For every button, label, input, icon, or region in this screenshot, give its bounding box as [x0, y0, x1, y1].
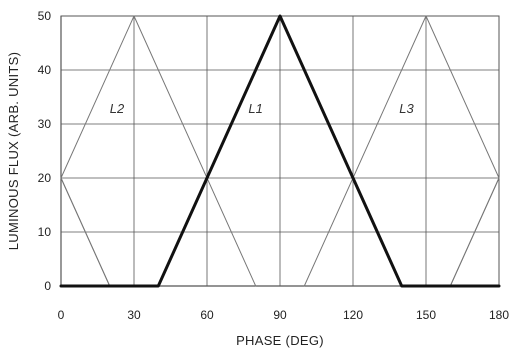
y-tick-labels: 0 10 20 30 40 50 — [38, 9, 52, 293]
x-axis-title: PHASE (DEG) — [236, 333, 324, 348]
grid — [60, 15, 500, 287]
series-line-l3 — [303, 15, 500, 287]
x-tick-label: 0 — [58, 308, 65, 322]
y-tick-label: 0 — [44, 279, 51, 293]
x-tick-label: 30 — [127, 308, 141, 322]
y-tick-label: 50 — [38, 9, 52, 23]
x-tick-label: 180 — [489, 308, 509, 322]
y-tick-label: 30 — [38, 117, 52, 131]
x-tick-label: 60 — [200, 308, 214, 322]
series-line-l2 — [60, 15, 257, 287]
y-tick-label: 10 — [38, 225, 52, 239]
series-line-l3 — [449, 177, 500, 287]
series-labels: L2 L3 L1 — [110, 101, 415, 116]
y-axis-title: LUMINOUS FLUX (ARB. UNITS) — [6, 52, 21, 250]
series-line-l3 — [60, 177, 111, 287]
x-tick-label: 150 — [416, 308, 436, 322]
y-tick-label: 20 — [38, 171, 52, 185]
x-tick-label: 120 — [343, 308, 363, 322]
series-line-l1 — [59, 14, 501, 288]
x-tick-labels: 0 30 60 90 120 150 180 — [58, 308, 510, 322]
series-label-l3: L3 — [399, 101, 414, 116]
x-tick-label: 90 — [273, 308, 287, 322]
y-tick-label: 40 — [38, 63, 52, 77]
series-label-l1: L1 — [248, 101, 262, 116]
series-layer — [59, 14, 501, 288]
series-label-l2: L2 — [110, 101, 125, 116]
